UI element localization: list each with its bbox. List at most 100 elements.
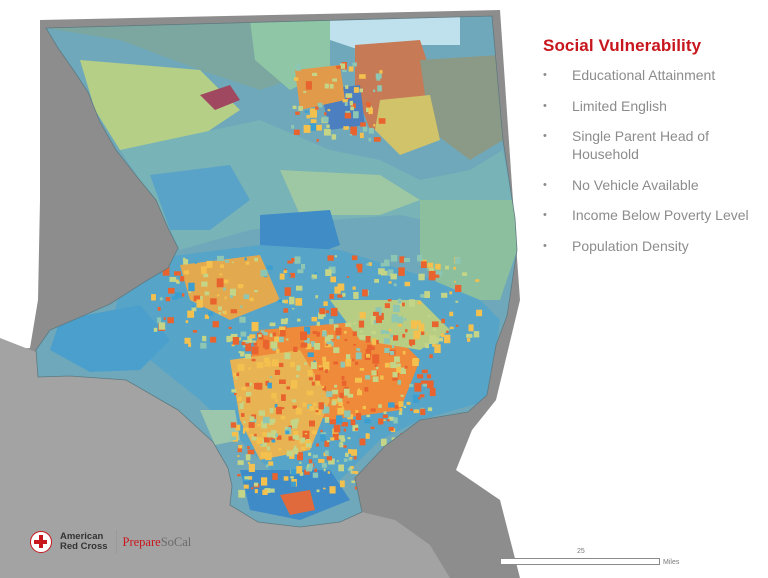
legend-list: Educational Attainment Limited English S…: [543, 66, 758, 255]
tract-cell: [403, 258, 410, 263]
tract-cell: [332, 338, 335, 340]
tract-cell: [276, 406, 282, 415]
tract-cell: [421, 261, 427, 268]
tract-cell: [243, 294, 250, 299]
tract-cell: [275, 399, 278, 402]
tract-cell: [241, 386, 247, 391]
tract-cell: [202, 335, 207, 342]
tract-cell: [371, 338, 377, 345]
tract-cell: [159, 297, 163, 301]
tract-cell: [153, 327, 158, 332]
tract-cell: [281, 394, 286, 401]
tract-cell: [352, 331, 357, 336]
tract-cell: [322, 385, 325, 389]
tract-cell: [243, 421, 246, 424]
tract-cell: [377, 85, 382, 92]
tract-cell: [383, 338, 390, 344]
tract-cell: [248, 422, 255, 428]
tract-cell: [309, 463, 314, 468]
tract-cell: [291, 380, 298, 389]
tract-cell: [290, 481, 296, 487]
tract-cell: [286, 338, 289, 341]
tract-cell: [314, 271, 317, 275]
tract-cell: [390, 362, 396, 369]
tract-cell: [296, 466, 303, 474]
tract-cell: [346, 354, 351, 359]
tract-cell: [300, 437, 306, 443]
tract-cell: [270, 341, 278, 349]
tract-cell: [254, 257, 258, 262]
tract-cell: [453, 281, 456, 283]
tract-cell: [405, 329, 408, 333]
tract-cell: [204, 291, 210, 296]
tract-cell: [336, 335, 340, 340]
tract-cell: [371, 370, 377, 376]
tract-cell: [347, 393, 354, 398]
tract-cell: [366, 263, 370, 266]
tract-cell: [318, 365, 322, 368]
tract-cell: [223, 310, 227, 315]
tract-cell: [294, 77, 299, 81]
tract-cell: [440, 333, 445, 337]
tract-cell: [354, 486, 358, 490]
tract-cell: [269, 333, 273, 337]
tract-cell: [218, 312, 221, 315]
tract-cell: [351, 255, 358, 261]
tract-cell: [349, 466, 352, 470]
tract-cell: [297, 318, 301, 322]
tract-cell: [267, 382, 272, 389]
tract-cell: [392, 377, 398, 381]
tract-cell: [408, 339, 416, 345]
tract-cell: [279, 362, 284, 368]
tract-cell: [328, 458, 335, 465]
tract-cell: [333, 324, 339, 331]
tract-cell: [384, 303, 390, 309]
tract-cell: [182, 257, 186, 261]
tract-cell: [357, 390, 362, 396]
tract-cell: [309, 123, 317, 131]
tract-cell: [435, 263, 441, 270]
tract-cell: [176, 281, 180, 284]
tract-cell: [365, 336, 371, 343]
tract-cell: [295, 407, 302, 415]
tract-cell: [247, 336, 253, 343]
tract-cell: [167, 317, 174, 324]
tract-cell: [389, 351, 395, 355]
tract-cell: [318, 312, 324, 320]
tract-cell: [292, 105, 297, 109]
tract-cell: [383, 419, 386, 421]
tract-cell: [310, 108, 317, 118]
tract-cell: [303, 91, 307, 94]
org-line-2: Red Cross: [60, 541, 108, 552]
tract-cell: [364, 387, 369, 392]
tract-cell: [368, 262, 372, 266]
tract-cell: [174, 292, 182, 299]
tract-cell: [263, 364, 267, 367]
legend-title: Social Vulnerability: [543, 36, 702, 55]
tract-cell: [356, 348, 359, 351]
tract-cell: [381, 438, 387, 447]
tract-cell: [329, 293, 334, 299]
tract-cell: [322, 331, 327, 337]
tract-cell: [352, 358, 355, 362]
tract-cell: [433, 328, 437, 331]
tract-cell: [456, 324, 459, 327]
tract-cell: [397, 380, 401, 385]
tract-cell: [372, 376, 379, 382]
tract-cell: [296, 365, 301, 371]
tract-cell: [243, 427, 249, 432]
tract-cell: [265, 464, 269, 468]
tract-cell: [277, 299, 283, 303]
tract-cell: [240, 331, 247, 337]
tract-cell: [305, 466, 313, 472]
tract-cell: [312, 277, 315, 280]
tract-cell: [373, 137, 381, 142]
tract-cell: [394, 405, 399, 409]
tract-cell: [449, 326, 454, 330]
tract-cell: [392, 345, 395, 349]
tract-cell: [362, 405, 366, 410]
tract-cell: [352, 424, 359, 432]
tract-cell: [223, 279, 229, 284]
tract-cell: [353, 322, 357, 325]
tract-cell: [441, 292, 448, 298]
